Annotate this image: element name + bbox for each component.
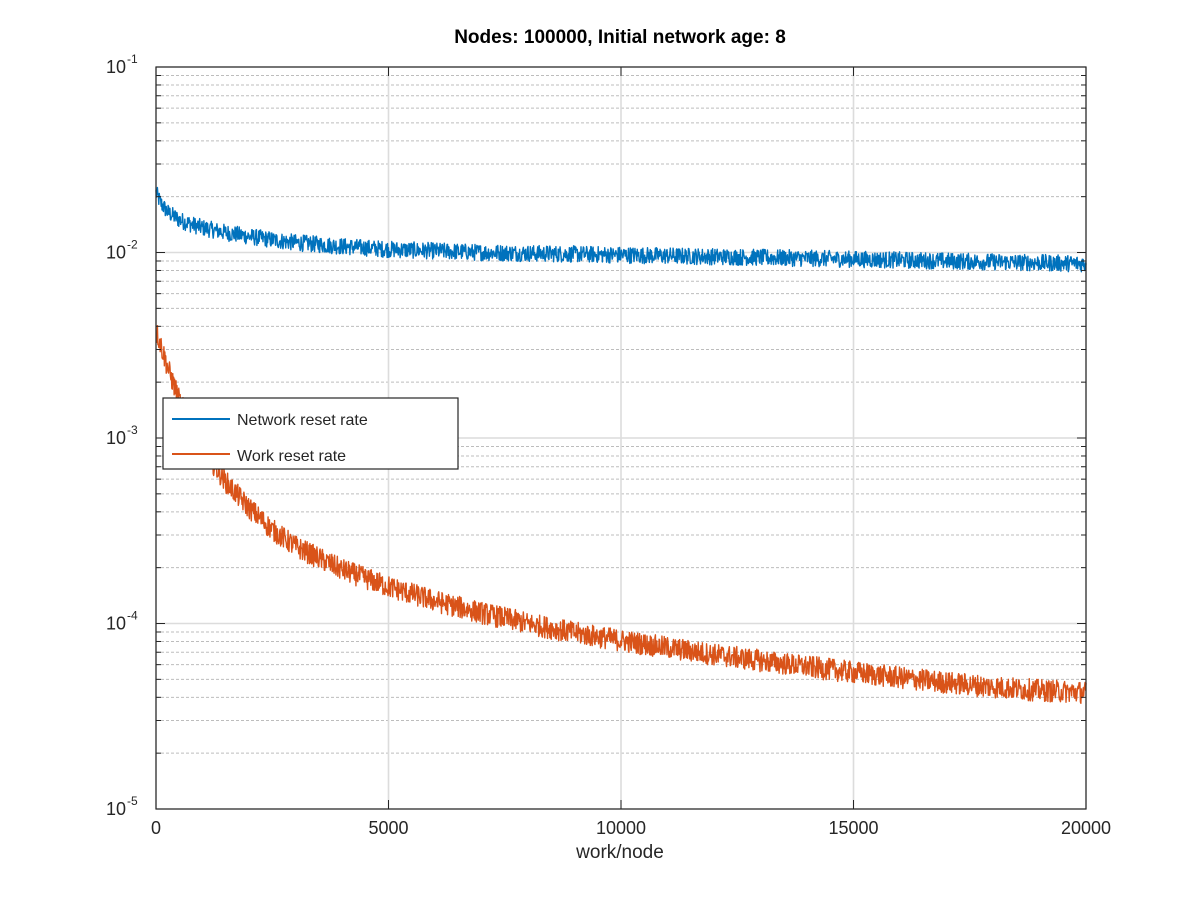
chart-title: Nodes: 100000, Initial network age: 8 bbox=[454, 27, 786, 48]
y-tick-exponent: -5 bbox=[127, 794, 138, 808]
legend: Network reset rate Work reset rate bbox=[162, 397, 459, 470]
y-tick-exponent: -1 bbox=[127, 52, 138, 66]
y-tick-base: 10 bbox=[106, 243, 126, 263]
y-tick-base: 10 bbox=[106, 614, 126, 634]
y-tick-exponent: -4 bbox=[127, 609, 138, 623]
series-layer bbox=[155, 186, 1087, 704]
y-tick-labels: 10-510-410-310-210-1 bbox=[106, 52, 138, 819]
y-tick-label: 10 -4 bbox=[106, 609, 138, 634]
y-tick-base: 10 bbox=[106, 57, 126, 77]
y-tick-label: 10 -5 bbox=[106, 794, 138, 819]
y-tick-exponent: -3 bbox=[127, 423, 138, 437]
y-tick-label: 10 -2 bbox=[106, 238, 138, 263]
x-tick-labels: 0 5000 10000 15000 20000 bbox=[151, 818, 1111, 838]
x-tick-label: 0 bbox=[151, 818, 161, 838]
x-tick-label: 20000 bbox=[1061, 818, 1111, 838]
series-line-work-reset-rate bbox=[155, 324, 1087, 704]
x-tick-label: 10000 bbox=[596, 818, 646, 838]
x-tick-label: 15000 bbox=[828, 818, 878, 838]
legend-label-network-reset-rate: Network reset rate bbox=[237, 412, 368, 429]
y-tick-exponent: -2 bbox=[127, 238, 138, 252]
x-axis-label: work/node bbox=[575, 842, 664, 863]
legend-label-work-reset-rate: Work reset rate bbox=[237, 448, 346, 465]
legend-box bbox=[162, 397, 459, 470]
series-line-network-reset-rate bbox=[155, 186, 1087, 273]
y-tick-label: 10 -1 bbox=[106, 52, 138, 77]
y-tick-base: 10 bbox=[106, 428, 126, 448]
y-tick-base: 10 bbox=[106, 799, 126, 819]
x-tick-label: 5000 bbox=[368, 818, 408, 838]
y-tick-label: 10 -3 bbox=[106, 423, 138, 448]
axis-ticks bbox=[155, 66, 1087, 810]
